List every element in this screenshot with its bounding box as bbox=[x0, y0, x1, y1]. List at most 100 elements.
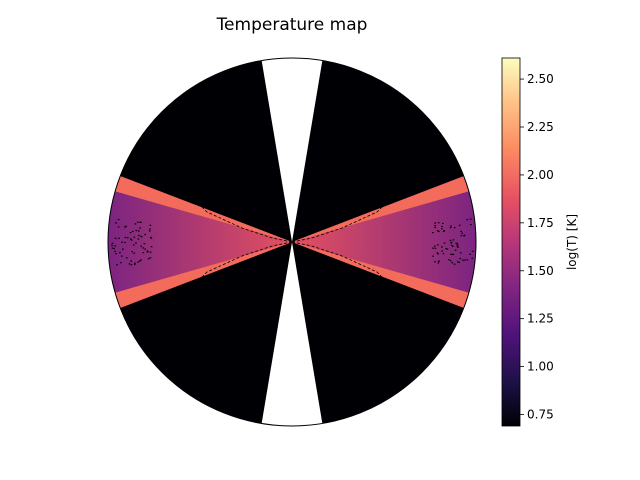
contour-speckle bbox=[449, 227, 452, 229]
contour-speckle bbox=[119, 252, 121, 254]
contour-speckle bbox=[451, 253, 453, 255]
contour-speckle bbox=[122, 248, 124, 250]
colorbar-tick-label: 2.25 bbox=[527, 120, 554, 134]
contour-speckle bbox=[436, 252, 439, 254]
contour-speckle bbox=[137, 238, 140, 240]
contour-speckle bbox=[456, 244, 459, 246]
disc-wedge-right bbox=[292, 170, 476, 314]
contour-speckle bbox=[471, 250, 474, 252]
contour-speckle bbox=[121, 255, 123, 257]
contour-speckle bbox=[114, 250, 116, 252]
contour-speckle bbox=[149, 224, 152, 226]
contour-speckle bbox=[130, 260, 132, 262]
contour-speckle bbox=[434, 245, 436, 247]
contour-speckle bbox=[441, 250, 443, 252]
midplane-contour-speckles bbox=[111, 218, 474, 266]
contour-speckle bbox=[442, 253, 445, 255]
contour-speckle bbox=[437, 260, 440, 263]
contour-speckle bbox=[462, 259, 464, 261]
contour-speckle bbox=[463, 234, 466, 236]
colorbar: 0.75 1.00 1.25 1.50 1.75 2.00 2.25 2.50 log(T) … bbox=[501, 57, 579, 427]
contour-speckle bbox=[139, 227, 141, 229]
contour-speckle bbox=[124, 226, 126, 228]
contour-speckle bbox=[124, 241, 126, 244]
contour-speckle bbox=[432, 247, 434, 249]
contour-speckle bbox=[135, 229, 138, 232]
contour-speckle bbox=[453, 227, 456, 229]
contour-speckle bbox=[140, 245, 142, 247]
contour-speckle bbox=[437, 253, 439, 255]
contour-speckle bbox=[463, 235, 465, 237]
contour-speckle bbox=[445, 248, 448, 250]
contour-speckle bbox=[466, 219, 469, 221]
contour-speckle bbox=[450, 225, 452, 227]
colorbar-tick-label: 1.75 bbox=[527, 216, 554, 230]
contour-line bbox=[196, 201, 293, 243]
contour-speckle bbox=[134, 262, 136, 264]
contour-speckle bbox=[434, 222, 436, 224]
contour-speckle bbox=[149, 236, 152, 238]
contour-speckle bbox=[118, 237, 120, 239]
disc-wedge-left bbox=[108, 170, 292, 314]
contour-speckle bbox=[434, 247, 437, 249]
contour-speckle bbox=[437, 262, 440, 264]
surface-layer-left-top bbox=[108, 170, 292, 242]
colorbar-tick-label: 0.75 bbox=[527, 408, 554, 422]
contour-speckle bbox=[457, 261, 459, 263]
contour-speckle bbox=[456, 243, 459, 245]
contour-speckle bbox=[130, 264, 133, 266]
contour-speckle bbox=[449, 260, 452, 262]
contour-speckle bbox=[466, 259, 469, 261]
contour-speckle bbox=[111, 244, 113, 246]
contour-speckle bbox=[434, 261, 436, 263]
contour-speckle bbox=[135, 242, 137, 244]
contour-speckle bbox=[133, 263, 136, 265]
contour-speckle bbox=[116, 264, 118, 266]
contour-speckle bbox=[149, 251, 152, 253]
contour-speckle bbox=[150, 246, 153, 248]
contour-speckle bbox=[132, 244, 135, 246]
contour-speckle bbox=[450, 242, 452, 244]
contour-speckle bbox=[451, 262, 454, 264]
contour-speckle bbox=[432, 232, 434, 234]
contour-speckle bbox=[434, 225, 436, 227]
contour-speckle bbox=[437, 244, 439, 246]
contour-speckle bbox=[464, 259, 466, 261]
contour-speckle bbox=[448, 259, 450, 261]
contour-line bbox=[291, 241, 388, 283]
contour-speckle bbox=[130, 239, 133, 241]
contour-speckle bbox=[438, 230, 440, 233]
contour-speckle bbox=[441, 246, 443, 248]
contour-speckle bbox=[458, 224, 461, 226]
contour-speckle bbox=[446, 248, 449, 250]
contour-speckle bbox=[114, 245, 117, 247]
contour-speckle bbox=[454, 249, 457, 251]
colorbar-label: log(T) [K] bbox=[565, 214, 579, 270]
contour-speckle bbox=[449, 239, 452, 241]
contour-speckle bbox=[441, 228, 443, 230]
surface-layer-right-top bbox=[292, 170, 476, 242]
contour-speckle bbox=[144, 248, 146, 250]
contour-speckle bbox=[450, 253, 452, 255]
contour-speckle bbox=[460, 230, 462, 232]
contour-speckle bbox=[452, 253, 455, 256]
contour-speckle bbox=[111, 247, 114, 249]
contour-speckle bbox=[129, 232, 132, 234]
contour-speckle bbox=[450, 244, 453, 246]
contour-speckle bbox=[137, 230, 140, 232]
contour-speckle bbox=[133, 252, 135, 254]
contour-speckle bbox=[137, 261, 139, 263]
colorbar-tick-label: 2.00 bbox=[527, 168, 554, 182]
contour-speckle bbox=[432, 255, 434, 257]
contour-speckle bbox=[126, 257, 128, 259]
contour-speckle bbox=[458, 261, 460, 263]
surface-layer-left-bottom bbox=[108, 242, 292, 314]
contour-speckle bbox=[146, 251, 149, 253]
contour-speckle bbox=[139, 221, 142, 223]
colorbar-tick-label: 1.50 bbox=[527, 264, 554, 278]
contour-speckle bbox=[131, 251, 133, 253]
contour-speckle bbox=[117, 226, 120, 228]
contour-speckle bbox=[469, 218, 472, 220]
temperature-contours bbox=[196, 201, 388, 283]
